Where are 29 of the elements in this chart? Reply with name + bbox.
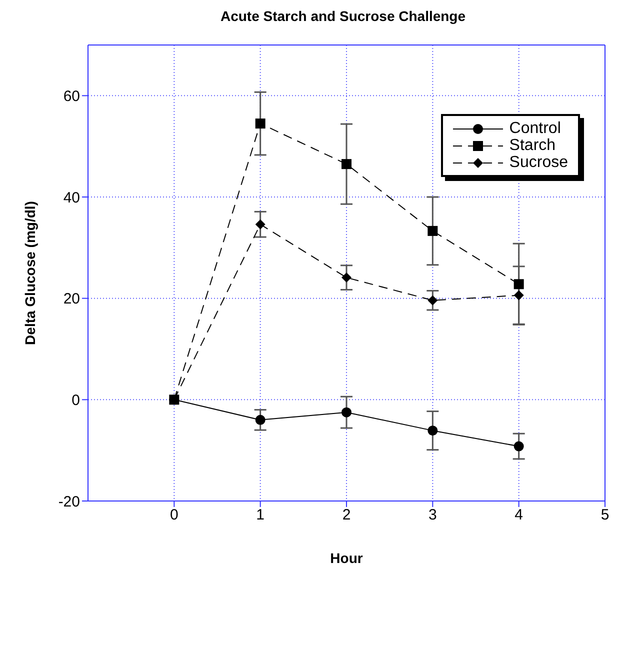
point: [342, 159, 352, 170]
point: [255, 414, 266, 425]
point: [428, 226, 438, 236]
y-tick-label: 20: [63, 290, 80, 308]
point: [514, 279, 524, 290]
x-axis-title: Hour: [330, 550, 364, 566]
y-axis-title: Delta Glucose (mg/dl): [22, 201, 38, 345]
x-tick-label: 2: [342, 506, 351, 524]
x-tick-label: 3: [428, 506, 437, 524]
x-tick-label: 1: [256, 506, 265, 524]
y-tick-label: 40: [63, 189, 80, 206]
legend-label: Control: [509, 120, 561, 137]
y-tick-label: 0: [72, 392, 80, 409]
chart-title: Acute Starch and Sucrose Challenge: [219, 8, 467, 26]
x-tick-label: 5: [600, 506, 610, 524]
point: [342, 407, 352, 418]
point: [255, 219, 266, 230]
point: [342, 272, 352, 283]
x-tick-label: 4: [514, 506, 524, 524]
point: [255, 118, 266, 129]
legend-label: Sucrose: [509, 154, 568, 171]
point: [514, 441, 524, 452]
y-tick-label: 60: [63, 88, 80, 105]
point: [428, 426, 438, 436]
x-tick-label: 0: [170, 506, 178, 524]
legend-label: Starch: [509, 137, 556, 154]
point: [514, 290, 524, 300]
y-tick-label: -20: [58, 493, 80, 510]
point: [428, 295, 438, 306]
